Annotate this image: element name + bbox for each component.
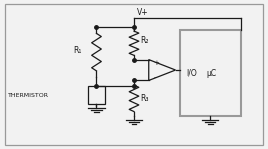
Text: V+: V+ [137,8,148,17]
Text: -: - [154,74,156,80]
Text: μC: μC [206,69,217,77]
Text: I/O: I/O [186,69,197,77]
Text: R₂: R₂ [141,36,149,45]
Text: +: + [154,60,159,66]
Text: R₃: R₃ [141,94,149,103]
Text: R₁: R₁ [74,46,82,55]
Bar [88,86,105,104]
Bar [180,30,241,116]
Text: THERMISTOR: THERMISTOR [8,93,49,98]
